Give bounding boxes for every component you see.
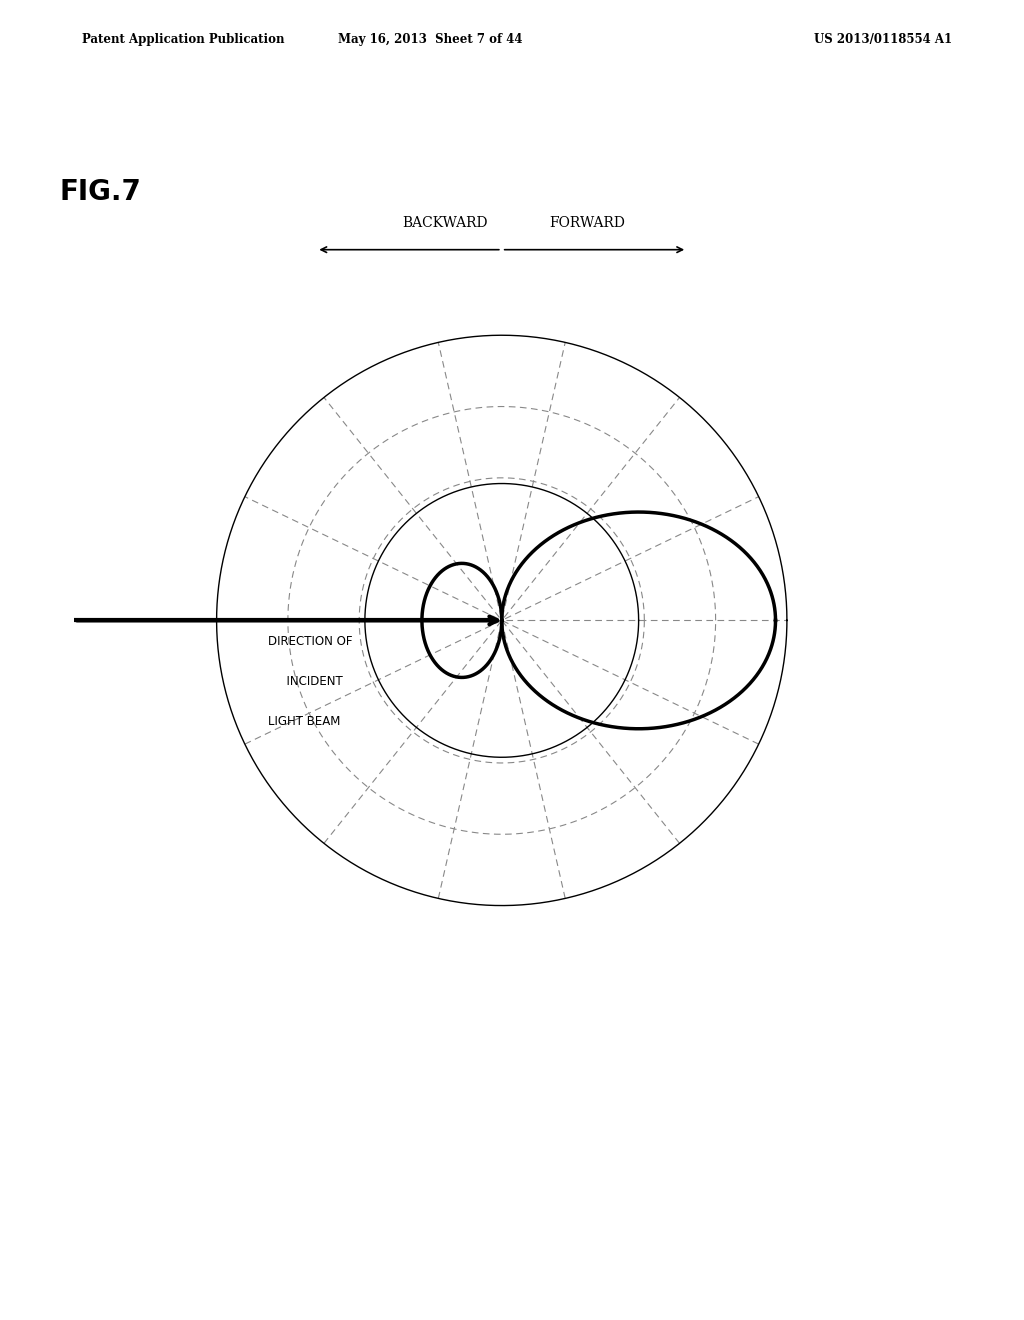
Text: US 2013/0118554 A1: US 2013/0118554 A1	[814, 33, 952, 46]
Text: FIG.7: FIG.7	[59, 178, 141, 206]
Text: BACKWARD: BACKWARD	[402, 215, 487, 230]
Text: Patent Application Publication: Patent Application Publication	[82, 33, 285, 46]
Text: LIGHT BEAM: LIGHT BEAM	[268, 714, 340, 727]
Text: May 16, 2013  Sheet 7 of 44: May 16, 2013 Sheet 7 of 44	[338, 33, 522, 46]
Text: DIRECTION OF: DIRECTION OF	[268, 635, 352, 648]
Text: FORWARD: FORWARD	[549, 215, 626, 230]
Text: INCIDENT: INCIDENT	[280, 675, 343, 688]
